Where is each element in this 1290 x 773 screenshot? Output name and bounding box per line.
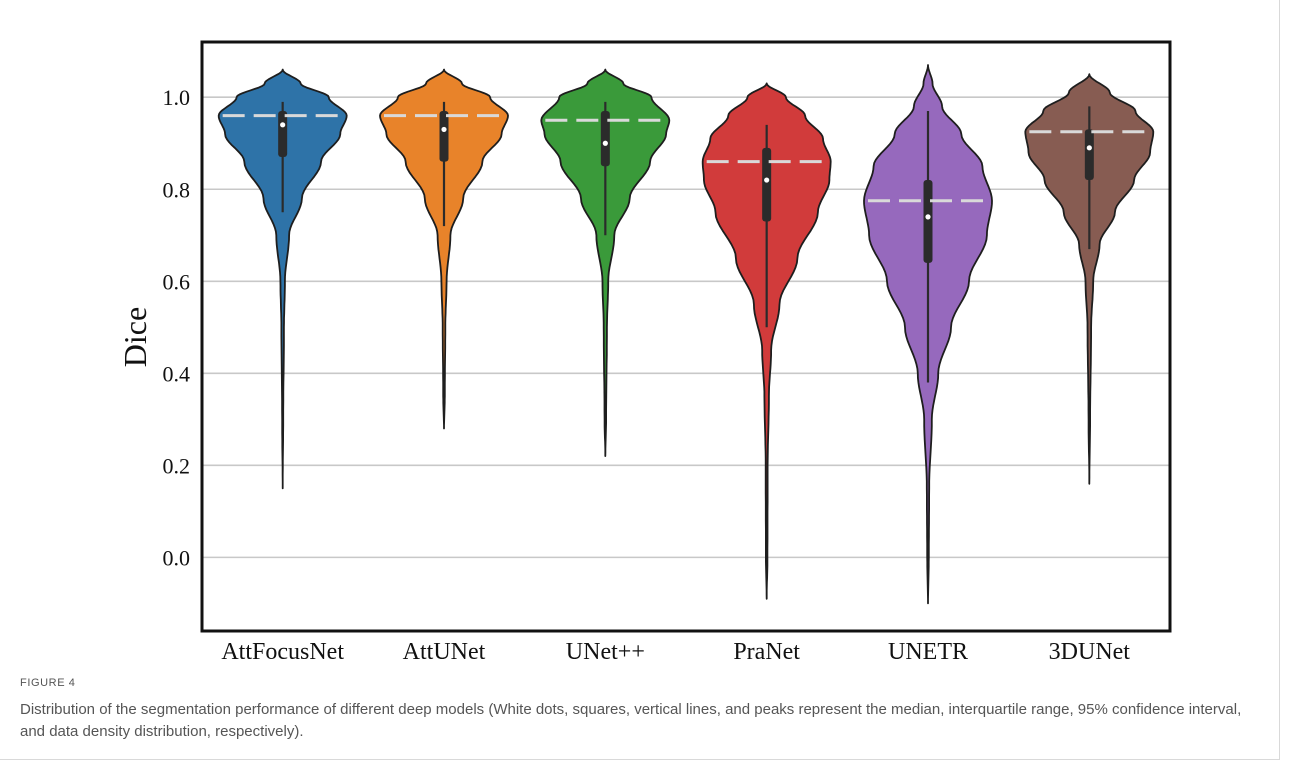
y-tick-label: 0.6: [163, 269, 191, 294]
figure-label: FIGURE 4: [20, 677, 76, 689]
violin-unetr: [863, 64, 993, 605]
x-tick-label: UNet++: [566, 639, 645, 665]
violin-attunet: [379, 68, 509, 430]
median-dot: [280, 122, 286, 128]
y-tick-label: 1.0: [163, 85, 191, 110]
median-dot: [441, 126, 447, 133]
x-tick-label: UNETR: [888, 639, 968, 665]
iqr-box: [439, 111, 449, 162]
x-tick-label: AttUNet: [403, 639, 486, 665]
violins: [217, 64, 1155, 605]
figure-frame: [0, 0, 1280, 760]
median-dot: [764, 177, 770, 183]
violin-body: [1024, 73, 1155, 485]
violin-unetplusplus: [540, 68, 671, 457]
iqr-box: [600, 111, 610, 167]
median-dot: [925, 214, 931, 220]
y-tick-label: 0.4: [163, 361, 191, 386]
x-ticks: AttFocusNet AttUNet UNet++ PraNet UNETR 3DUNe…: [221, 639, 1130, 665]
y-axis-label: Dice: [117, 307, 153, 367]
iqr-box: [923, 180, 933, 263]
iqr-box: [762, 147, 772, 222]
median-dot: [602, 140, 608, 146]
violin-3dunet: [1024, 73, 1155, 485]
y-tick-label: 0.8: [163, 177, 191, 202]
violin-chart: 0.0 0.2 0.4 0.6 0.8 1.0 AttFocusNet AttUNet UNe…: [117, 40, 1172, 665]
violin-body: [217, 68, 348, 490]
x-tick-label: PraNet: [733, 639, 800, 665]
median-dot: [1086, 145, 1092, 151]
violin-body: [701, 82, 832, 600]
iqr-box: [278, 111, 288, 158]
gridlines: [202, 96, 1170, 559]
violin-pranet: [701, 82, 832, 600]
figure-caption: Distribution of the segmentation perform…: [20, 701, 1242, 740]
plot-border: [200, 40, 1172, 633]
violin-body: [540, 68, 671, 457]
plot-background: [202, 42, 1170, 631]
x-tick-label: AttFocusNet: [221, 639, 344, 665]
x-tick-label: 3DUNet: [1049, 639, 1131, 665]
y-tick-label: 0.0: [163, 545, 191, 570]
y-ticks: 0.0 0.2 0.4 0.6 0.8 1.0: [163, 85, 191, 570]
violin-attfocusnet: [217, 68, 348, 490]
iqr-box: [1084, 129, 1094, 181]
violin-body: [379, 68, 509, 430]
y-tick-label: 0.2: [163, 453, 191, 478]
